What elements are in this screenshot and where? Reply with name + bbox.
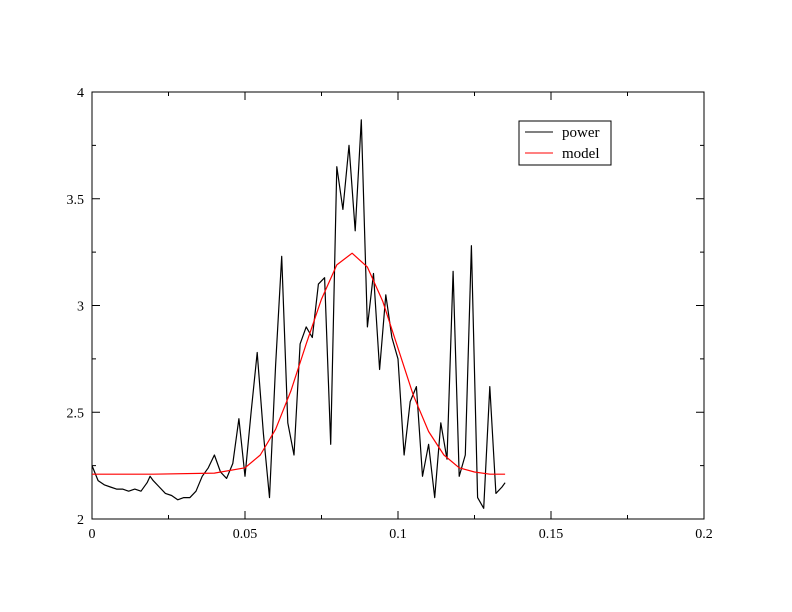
y-tick-label: 4: [77, 86, 84, 101]
axis-ticks: [91, 91, 705, 520]
x-tick-label: 0.1: [389, 527, 407, 542]
series-line-power: [91, 119, 506, 509]
legend-label-power: power: [562, 125, 600, 141]
plot-frame: [91, 91, 705, 520]
axis-tick-labels: 0 0.05 0.1 0.15 0.2 2 2.5 3 3.5 4: [67, 86, 713, 542]
y-tick-label: 3: [77, 300, 84, 315]
legend-box: [518, 120, 612, 166]
y-tick-label: 3.5: [67, 193, 85, 208]
series-line-model: [92, 252, 506, 475]
x-tick-label: 0.15: [539, 527, 564, 542]
series-layer: [91, 119, 506, 509]
x-tick-label: 0: [89, 527, 96, 542]
x-tick-label: 0.2: [695, 527, 713, 542]
legend: power model: [518, 120, 612, 166]
y-tick-label: 2.5: [67, 406, 85, 421]
y-tick-label: 2: [77, 513, 84, 528]
x-tick-label: 0.05: [233, 527, 258, 542]
legend-label-model: model: [562, 146, 600, 162]
